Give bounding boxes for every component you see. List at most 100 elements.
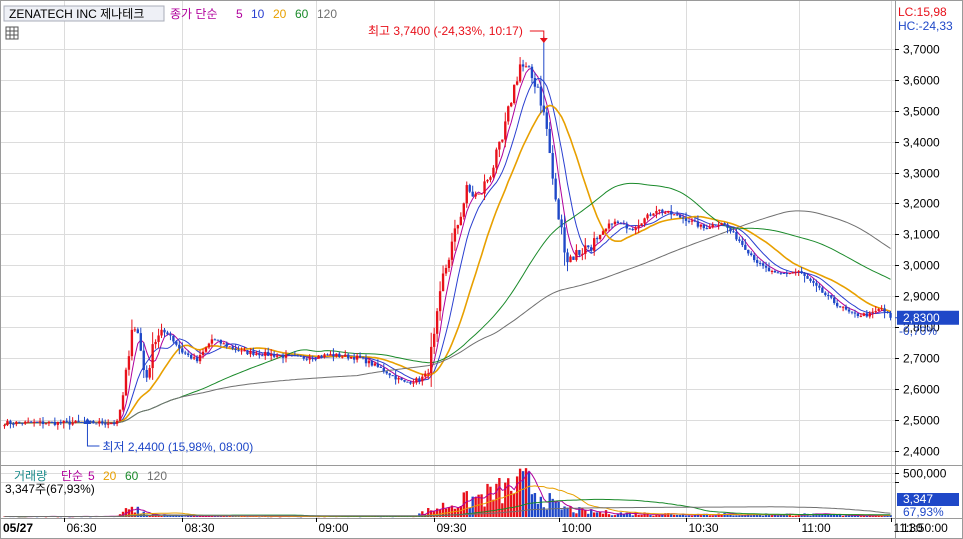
candle-body — [791, 272, 794, 274]
volume-bar — [883, 516, 886, 517]
volume-bar — [207, 516, 211, 517]
candle-body — [160, 329, 163, 336]
candle-body — [347, 354, 350, 359]
grid-view-icon[interactable] — [5, 26, 19, 40]
candle-body — [424, 373, 427, 377]
volume-bar — [729, 513, 732, 517]
volume-bar — [258, 516, 261, 518]
candle-body — [133, 329, 137, 331]
stock-name-box[interactable] — [3, 5, 165, 22]
candle-body — [338, 353, 341, 357]
volume-bar — [640, 514, 643, 517]
candle-body — [145, 369, 148, 378]
volume-bar — [649, 515, 652, 517]
candle-body — [29, 421, 33, 423]
volume-bar — [587, 513, 590, 517]
candle-body — [667, 211, 670, 213]
candle-body — [598, 234, 602, 240]
candle-body — [115, 420, 119, 424]
candle-body — [184, 352, 187, 354]
candle-body — [459, 216, 463, 226]
candle-body — [581, 253, 584, 255]
candle-body — [889, 312, 892, 318]
candle-body — [59, 421, 62, 423]
volume-bar — [569, 506, 572, 517]
y-tick-label: 3,5000 — [903, 105, 940, 119]
volume-bar — [504, 482, 507, 517]
candle-body — [409, 382, 412, 384]
volume-bar — [184, 516, 187, 517]
candle-body — [370, 360, 374, 366]
volume-bar — [738, 515, 741, 517]
high-arrow-head — [539, 38, 548, 43]
volume-bar — [486, 483, 489, 517]
candle-body — [50, 421, 54, 423]
candle-body — [189, 354, 193, 359]
volume-bar — [3, 516, 6, 518]
ma-period-60: 60 — [295, 7, 309, 21]
candle-body — [560, 219, 563, 228]
candle-body — [341, 356, 344, 358]
volume-bar — [124, 508, 128, 517]
candle-body — [678, 214, 682, 218]
volume-bar — [637, 514, 640, 517]
candle-body — [358, 355, 362, 358]
candle-body — [838, 306, 842, 308]
candle-body — [489, 177, 492, 180]
volume-bar — [595, 512, 599, 517]
volume-bar — [797, 515, 800, 517]
volume-bar — [693, 513, 697, 517]
volume-bar — [767, 515, 771, 517]
candle-body — [699, 224, 703, 227]
volume-bar — [856, 515, 860, 517]
volume-moving-averages — [4, 470, 891, 518]
candle-body — [435, 311, 439, 334]
candle-body — [281, 355, 285, 358]
candle-body — [794, 271, 797, 273]
volume-bar — [175, 515, 178, 517]
candle-body — [604, 228, 608, 232]
ma-line-120 — [4, 210, 891, 426]
volume-bar — [607, 514, 611, 517]
volume-bar — [625, 512, 628, 517]
volume-bar — [581, 507, 584, 517]
volume-bar — [809, 515, 812, 517]
stock-name[interactable]: ZENATECH INC 제나테크 — [9, 7, 144, 21]
candle-body — [761, 263, 765, 266]
volume-bar — [172, 515, 175, 517]
candle-body — [187, 353, 190, 355]
candle-body — [80, 421, 83, 423]
volume-current-pct: 67,93% — [903, 505, 944, 519]
volume-bar — [862, 515, 866, 517]
candle-body — [397, 377, 400, 380]
candle-body — [385, 371, 388, 374]
volume-bar — [438, 509, 442, 517]
volume-bar — [421, 511, 424, 517]
candle-body — [101, 421, 104, 424]
candle-body — [258, 353, 261, 356]
candle-body — [512, 84, 516, 103]
volume-bar — [830, 514, 833, 517]
candle-body — [418, 378, 421, 382]
volume-ma-period-120: 120 — [147, 469, 167, 483]
candle-body — [655, 210, 658, 214]
candle-body — [92, 420, 95, 424]
ma-period-5: 5 — [236, 7, 243, 21]
candle-body — [536, 86, 540, 88]
volume-bar — [198, 516, 202, 517]
volume-bar — [507, 478, 510, 517]
candle-body — [510, 102, 513, 107]
candle-body — [163, 329, 166, 333]
volume-bar — [195, 516, 199, 517]
candle-body — [782, 272, 786, 274]
candle-body — [432, 333, 436, 347]
volume-bar — [240, 516, 243, 518]
volume-ma-period-20: 20 — [103, 469, 117, 483]
candle-body — [501, 139, 504, 142]
candle-body — [216, 339, 220, 341]
volume-bar — [358, 516, 362, 518]
candle-body — [391, 375, 394, 377]
candle-body — [264, 351, 267, 356]
